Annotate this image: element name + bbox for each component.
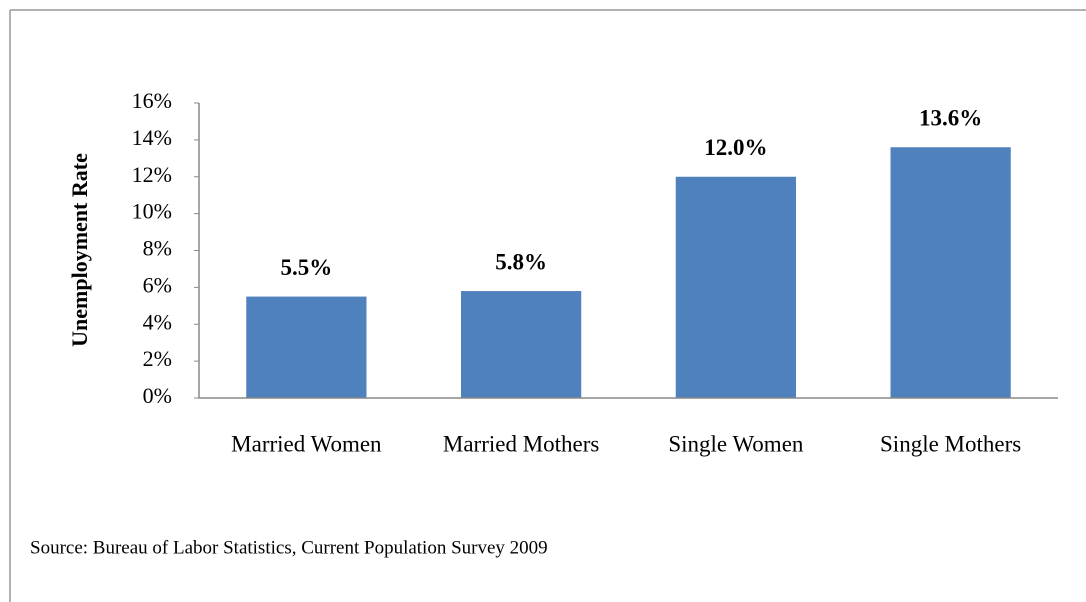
y-tick-label: 6% [143, 272, 172, 297]
x-tick-label: Married Mothers [443, 431, 600, 456]
source-note: Source: Bureau of Labor Statistics, Curr… [30, 537, 548, 558]
value-label: 5.8% [495, 249, 547, 274]
y-axis-label: Unemployment Rate [67, 153, 92, 347]
y-tick-label: 8% [143, 236, 172, 261]
bar [460, 291, 582, 398]
y-tick-label: 0% [143, 383, 172, 408]
value-label: 13.6% [919, 106, 982, 131]
x-tick-label: Single Mothers [880, 431, 1021, 456]
value-label: 12.0% [704, 135, 767, 160]
y-tick-label: 12% [132, 162, 172, 187]
y-tick-label: 4% [143, 309, 172, 334]
y-tick-label: 2% [143, 346, 172, 371]
y-tick-label: 14% [132, 125, 172, 150]
bar [890, 147, 1011, 398]
y-tick-label: 10% [132, 199, 172, 224]
bar [675, 176, 797, 398]
x-tick-label: Single Women [668, 431, 804, 456]
bar [246, 296, 367, 398]
value-label: 5.5% [281, 255, 333, 280]
x-tick-label: Married Women [231, 431, 382, 456]
y-tick-label: 16% [132, 88, 172, 113]
